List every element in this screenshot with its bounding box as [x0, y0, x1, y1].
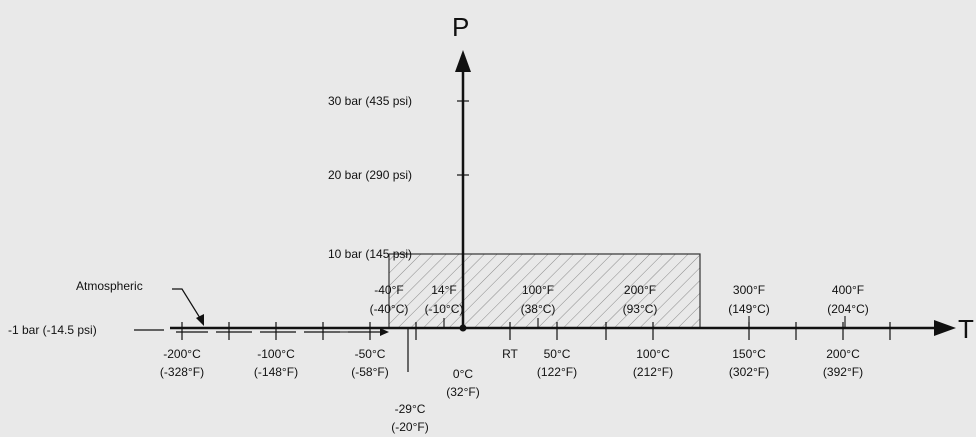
above-label-100f: 100°F — [522, 283, 554, 297]
above-label-minus40f: -40°F — [374, 283, 403, 297]
temperature-axis-arrow — [934, 320, 956, 336]
below-label-minus100c: -100°C — [257, 347, 295, 361]
above-label-200f: 200°F — [624, 283, 656, 297]
below-label-minus328f: (-328°F) — [160, 365, 204, 379]
above-label-400f: 400°F — [832, 283, 864, 297]
temperature-ticks-below — [181, 322, 891, 340]
below-label-50c: 50°C — [544, 347, 571, 361]
below-label-32f: (32°F) — [446, 385, 479, 399]
below-label-minus50c: -50°C — [355, 347, 386, 361]
atmospheric-leader — [172, 288, 201, 319]
above-label-93c: (93°C) — [623, 302, 658, 316]
below-label-minus148f: (-148°F) — [254, 365, 298, 379]
below-label-rt: RT — [502, 347, 518, 361]
above-label-minus40c: (-40°C) — [370, 302, 409, 316]
below-label-minus58f: (-58°F) — [351, 365, 388, 379]
temperature-axis-label: T — [958, 314, 974, 344]
pressure-axis-arrow — [455, 50, 471, 72]
pressure-label-10bar: 10 bar (145 psi) — [328, 247, 412, 261]
atmospheric-arrowhead — [196, 314, 204, 326]
below-label-122f: (122°F) — [537, 365, 577, 379]
low-limit-label-f: (-20°F) — [391, 420, 428, 434]
below-label-392f: (392°F) — [823, 365, 863, 379]
below-label-minus200c: -200°C — [163, 347, 201, 361]
pressure-label-20bar: 20 bar (290 psi) — [328, 168, 412, 182]
low-limit-arrowhead — [380, 328, 389, 336]
vacuum-label: -1 bar (-14.5 psi) — [8, 323, 97, 337]
operating-range-area — [388, 253, 701, 329]
pressure-label-30bar: 30 bar (435 psi) — [328, 94, 412, 108]
above-label-300f: 300°F — [733, 283, 765, 297]
below-label-302f: (302°F) — [729, 365, 769, 379]
below-label-0c: 0°C — [453, 367, 473, 381]
above-label-149c: (149°C) — [728, 302, 769, 316]
above-label-38c: (38°C) — [521, 302, 556, 316]
low-limit-label-c: -29°C — [395, 402, 426, 416]
origin-dot — [459, 324, 467, 332]
pressure-ticks — [457, 100, 469, 176]
below-label-150c: 150°C — [732, 347, 766, 361]
above-label-14f: 14°F — [431, 283, 456, 297]
below-label-200c: 200°C — [826, 347, 860, 361]
above-label-minus10c: (-10°C) — [425, 302, 464, 316]
above-label-204c: (204°C) — [827, 302, 868, 316]
pressure-axis-label: P — [452, 12, 469, 42]
below-label-212f: (212°F) — [633, 365, 673, 379]
below-label-100c: 100°C — [636, 347, 670, 361]
temperature-ticks-above — [443, 316, 846, 328]
atmospheric-label: Atmospheric — [76, 279, 143, 293]
